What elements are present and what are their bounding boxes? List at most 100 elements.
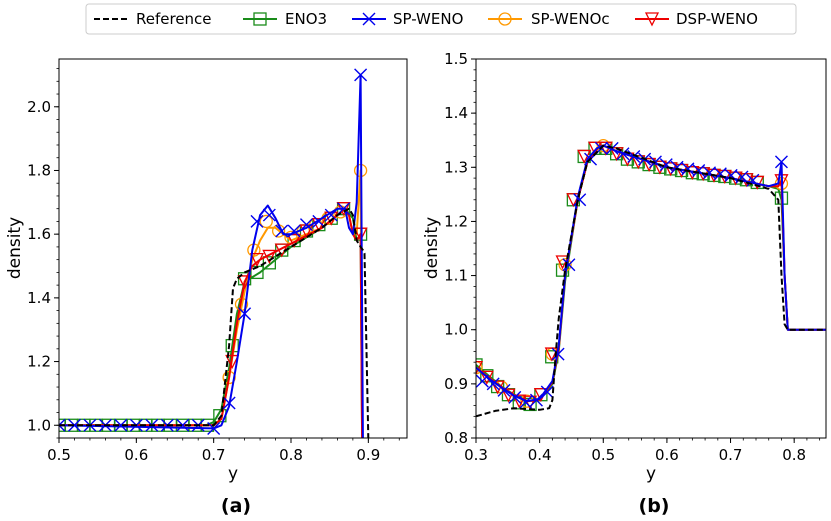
marker-sp-weno-23 — [724, 168, 738, 182]
legend-label-sp-wenoc: SP-WENOc — [531, 10, 610, 28]
marker-sp-wenoc-0 — [476, 360, 483, 375]
series-eno3-b — [476, 141, 826, 412]
marker-sp-weno-16 — [287, 224, 301, 238]
legend-entry-eno3: ENO3 — [243, 10, 327, 28]
legend-entry-dsp-weno: DSP-WENO — [635, 10, 758, 28]
y-tick-a-5: 2.0 — [27, 98, 59, 116]
legend-entry-reference: Reference — [94, 10, 212, 28]
marker-sp-weno-21 — [354, 68, 368, 82]
x-tick-label: 0.6 — [655, 446, 679, 464]
marker-dsp-weno-2 — [249, 252, 265, 268]
chart-panel-b: 0.3 0.4 0.5 0.6 0.7 0.8 0.8 0.9 1.0 1.1 1.2 1.3 1.4 1… — [422, 50, 827, 517]
series-sp-wenoc-a — [59, 163, 368, 438]
x-tick-label: 0.8 — [782, 446, 806, 464]
y-tick-b-4: 1.2 — [444, 212, 476, 230]
legend-label-sp-weno: SP-WENO — [393, 10, 463, 28]
y-tick-a-4: 1.8 — [27, 161, 59, 179]
x-tick-a-2: 0.7 — [202, 438, 226, 464]
panel-label-b: (b) — [639, 495, 670, 517]
marker-sp-weno-20 — [692, 164, 706, 178]
x-tick-label: 0.6 — [124, 446, 148, 464]
series-line-reference — [476, 144, 826, 418]
marker-sp-weno-0 — [476, 374, 489, 388]
y-tick-b-6: 1.4 — [444, 104, 476, 122]
y-tick-b-0: 0.8 — [444, 429, 476, 447]
series-sp-weno-a — [59, 68, 368, 438]
marker-sp-weno-18 — [670, 160, 684, 174]
y-tick-b-3: 1.1 — [444, 267, 476, 285]
y-axis-label-a: density — [5, 217, 25, 279]
y-tick-label: 1.8 — [27, 161, 51, 179]
y-tick-b-5: 1.3 — [444, 158, 476, 176]
y-tick-label: 1.5 — [444, 50, 468, 68]
legend-label-dsp-weno: DSP-WENO — [676, 10, 758, 28]
series-line-sp-wenoc — [59, 169, 364, 438]
series-line-sp-weno — [476, 144, 826, 403]
marker-sp-weno-26 — [774, 155, 788, 169]
y-tick-a-2: 1.4 — [27, 289, 59, 307]
marker-sp-weno-21 — [703, 166, 717, 180]
x-tick-label: 0.9 — [356, 446, 380, 464]
marker-sp-weno-20 — [337, 202, 351, 216]
marker-sp-weno-1 — [486, 377, 500, 391]
y-tick-a-3: 1.6 — [27, 225, 59, 243]
series-dsp-weno-b — [476, 141, 826, 410]
x-axis-label-b: y — [646, 464, 656, 484]
marker-sp-weno-19 — [324, 208, 338, 222]
marker-sp-weno-8 — [176, 418, 190, 432]
x-tick-label: 0.8 — [279, 446, 303, 464]
marker-dsp-weno-0 — [476, 360, 484, 376]
marker-sp-weno-7 — [551, 347, 565, 361]
x-tick-b-3: 0.6 — [655, 438, 679, 464]
y-tick-label: 1.0 — [444, 321, 468, 339]
legend-label-reference: Reference — [136, 10, 212, 28]
series-line-dsp-weno — [59, 207, 364, 438]
x-tick-a-4: 0.9 — [356, 438, 380, 464]
y-tick-label: 1.0 — [27, 416, 51, 434]
series-sp-weno-b — [476, 141, 826, 409]
marker-dsp-weno-3 — [262, 249, 277, 264]
marker-sp-weno-15 — [275, 224, 289, 238]
y-tick-a-0: 1.0 — [27, 416, 59, 434]
series-line-reference — [59, 207, 370, 438]
series-reference-b — [476, 144, 826, 418]
marker-sp-weno-14 — [262, 208, 276, 222]
y-tick-label: 1.1 — [444, 267, 468, 285]
plot-frame-b — [475, 58, 827, 439]
panel-label-a: (a) — [221, 495, 251, 517]
legend-entry-sp-weno: SP-WENO — [352, 10, 463, 28]
x-axis-label-a: y — [228, 464, 238, 484]
x-tick-a-3: 0.8 — [279, 438, 303, 464]
y-tick-label: 2.0 — [27, 98, 51, 116]
marker-dsp-weno-3 — [501, 388, 516, 403]
marker-sp-weno-5 — [529, 393, 543, 407]
marker-sp-weno-6 — [540, 385, 554, 399]
x-tick-label: 0.7 — [202, 446, 226, 464]
series-eno3-a — [59, 202, 368, 438]
legend-frame — [85, 3, 797, 35]
series-sp-wenoc-b — [476, 138, 826, 408]
chart-panel-a: 0.5 0.6 0.7 0.8 0.9 1.0 1.2 1.4 1.6 1.8 2.0 y dens… — [5, 58, 408, 517]
marker-sp-weno-16 — [648, 155, 662, 169]
marker-sp-weno-11 — [222, 396, 236, 410]
marker-sp-weno-9 — [573, 193, 587, 207]
x-tick-b-2: 0.5 — [591, 438, 615, 464]
legend-marker-x-icon — [362, 12, 376, 26]
x-tick-label: 0.5 — [47, 446, 71, 464]
marker-sp-weno-0 — [59, 418, 66, 432]
series-line-eno3 — [59, 207, 364, 438]
legend-label-eno3: ENO3 — [285, 10, 327, 28]
marker-sp-weno-4 — [114, 418, 128, 432]
marker-dsp-weno-5 — [287, 233, 302, 248]
marker-sp-weno-13 — [250, 214, 264, 228]
marker-sp-weno-1 — [67, 418, 81, 432]
marker-dsp-weno-25 — [739, 173, 754, 188]
plot-frame-a — [58, 58, 408, 439]
x-tick-a-1: 0.6 — [124, 438, 148, 464]
marker-eno3-1 — [480, 369, 494, 383]
marker-sp-weno-17 — [299, 218, 313, 232]
y-tick-b-2: 1.0 — [444, 321, 476, 339]
legend: Reference ENO3 SP-WENO SP-WENOc DSP-WENO — [85, 3, 797, 35]
series-dsp-weno-a — [59, 202, 368, 438]
y-tick-label: 1.4 — [444, 104, 468, 122]
